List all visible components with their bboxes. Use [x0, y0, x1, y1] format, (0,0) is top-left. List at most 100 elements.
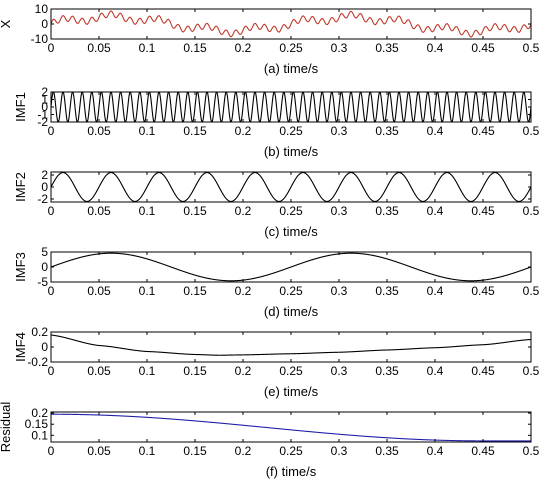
x-tick-label: 0.45	[471, 204, 495, 218]
y-tick-label: 2	[41, 85, 48, 99]
y-tick-label: -0.2	[27, 355, 48, 369]
x-tick-label: 0.5	[523, 444, 540, 458]
x-tick-label: 0.1	[139, 284, 156, 298]
x-tick-label: 0	[48, 444, 55, 458]
y-tick-label: 0	[41, 180, 48, 194]
subplot-2: 0 0.05 0.1 0.15 0.2 0.25 0.3 0.35 0.4 0.45 0.5210-…	[13, 85, 540, 159]
y-tick-label: 5	[41, 245, 48, 259]
series-line-1	[51, 413, 531, 442]
x-tick-label: 0.35	[375, 41, 399, 55]
x-tick-label: 0.15	[183, 124, 207, 138]
x-tick-label: 0.05	[87, 124, 111, 138]
x-tick-label: 0	[48, 41, 55, 55]
x-tick-label: 0.5	[523, 124, 540, 138]
x-tick-label: 0	[48, 284, 55, 298]
x-tick-label: 0.1	[139, 364, 156, 378]
x-tick-label: 0.4	[427, 364, 444, 378]
x-tick-label: 0.3	[331, 41, 348, 55]
x-tick-label: 0.4	[427, 124, 444, 138]
subplot-caption: (d) time/s	[264, 304, 319, 319]
x-tick-label: 0.35	[375, 444, 399, 458]
x-tick-label: 0.3	[331, 284, 348, 298]
subplot-caption: (c) time/s	[264, 224, 318, 239]
y-tick-label: -1	[37, 108, 48, 122]
y-tick-label: 0	[41, 17, 48, 31]
y-tick-label: 10	[35, 2, 49, 16]
x-tick-label: 0	[48, 124, 55, 138]
series-line-1	[51, 172, 531, 202]
x-tick-label: 0.25	[279, 204, 303, 218]
x-tick-label: 0.1	[139, 41, 156, 55]
y-tick-label: -2	[37, 192, 48, 206]
y-tick-label: -10	[31, 32, 49, 46]
x-tick-label: 0.45	[471, 41, 495, 55]
y-tick-label: 0.2	[31, 406, 48, 420]
x-tick-label: 0.05	[87, 364, 111, 378]
x-tick-label: 0.05	[87, 284, 111, 298]
subplot-caption: (f) time/s	[266, 464, 317, 479]
subplot-1: 0 0.05 0.1 0.15 0.2 0.25 0.3 0.35 0.4 0.45 0.5100-…	[0, 2, 540, 76]
x-tick-label: 0.4	[427, 41, 444, 55]
x-tick-label: 0.45	[471, 284, 495, 298]
x-tick-label: 0.5	[523, 204, 540, 218]
x-tick-label: 0.25	[279, 444, 303, 458]
y-tick-label: -2	[37, 115, 48, 129]
x-tick-label: 0	[48, 364, 55, 378]
y-tick-label: 1	[41, 93, 48, 107]
x-tick-label: 0.5	[523, 284, 540, 298]
plot-frame	[50, 331, 532, 363]
subplot-4: 0 0.05 0.1 0.15 0.2 0.25 0.3 0.35 0.4 0.45 0.550-5…	[13, 245, 540, 319]
x-tick-label: 0.25	[279, 124, 303, 138]
y-tick-label: -5	[37, 275, 48, 289]
x-tick-label: 0.1	[139, 204, 156, 218]
x-tick-label: 0.05	[87, 204, 111, 218]
x-tick-label: 0.4	[427, 204, 444, 218]
x-tick-label: 0.15	[183, 444, 207, 458]
x-tick-label: 0.35	[375, 364, 399, 378]
x-tick-label: 0	[48, 204, 55, 218]
x-tick-label: 0.2	[235, 204, 252, 218]
y-tick-label: 0	[41, 100, 48, 114]
x-tick-label: 0.45	[471, 444, 495, 458]
x-tick-label: 0.35	[375, 204, 399, 218]
x-tick-label: 0.05	[87, 444, 111, 458]
y-axis-title: IMF4	[13, 332, 28, 362]
x-tick-label: 0.15	[183, 364, 207, 378]
x-tick-label: 0.45	[471, 364, 495, 378]
x-tick-label: 0.25	[279, 284, 303, 298]
x-tick-label: 0.2	[235, 284, 252, 298]
x-tick-label: 0.15	[183, 204, 207, 218]
x-tick-label: 0.3	[331, 364, 348, 378]
x-tick-label: 0.1	[139, 444, 156, 458]
y-axis-title: IMF2	[13, 172, 28, 202]
series-line-1	[51, 334, 531, 356]
series-line-1	[51, 92, 531, 122]
x-tick-label: 0.5	[523, 41, 540, 55]
x-tick-label: 0.2	[235, 444, 252, 458]
subplot-3: 0 0.05 0.1 0.15 0.2 0.25 0.3 0.35 0.4 0.45 0.520-2…	[13, 168, 540, 239]
x-tick-label: 0.3	[331, 204, 348, 218]
x-tick-label: 0.3	[331, 444, 348, 458]
y-axis-title: IMF3	[13, 252, 28, 282]
y-tick-label: 2	[41, 168, 48, 182]
y-tick-label: 0.15	[25, 417, 49, 431]
x-tick-label: 0.15	[183, 284, 207, 298]
x-tick-label: 0.4	[427, 444, 444, 458]
series-line-1	[51, 10, 531, 38]
subplot-caption: (e) time/s	[264, 384, 319, 399]
subplot-6: 0 0.05 0.1 0.15 0.2 0.25 0.3 0.35 0.4 0.45 0.50.20…	[0, 402, 540, 479]
x-tick-label: 0.35	[375, 124, 399, 138]
y-tick-label: 0.2	[31, 325, 48, 339]
x-tick-label: 0.2	[235, 41, 252, 55]
x-tick-label: 0.15	[183, 41, 207, 55]
x-tick-label: 0.1	[139, 124, 156, 138]
y-axis-title: Residual	[0, 402, 13, 453]
x-tick-label: 0.25	[279, 41, 303, 55]
x-tick-label: 0.35	[375, 284, 399, 298]
y-tick-label: 0	[41, 260, 48, 274]
y-axis-title: IMF1	[13, 92, 28, 122]
x-tick-label: 0.2	[235, 364, 252, 378]
x-tick-label: 0.2	[235, 124, 252, 138]
subplot-caption: (a) time/s	[264, 61, 319, 76]
y-tick-label: 0	[41, 340, 48, 354]
